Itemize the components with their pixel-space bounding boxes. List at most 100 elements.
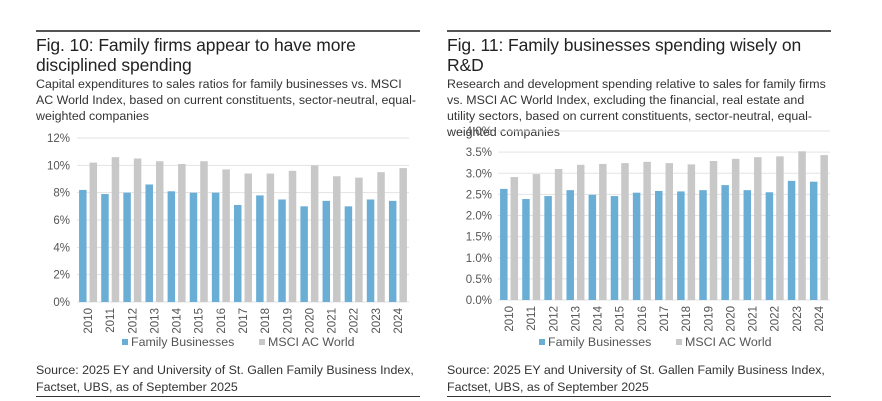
bar-family-businesses	[344, 206, 353, 302]
x-tick-label: 2018	[681, 306, 693, 332]
y-tick-label: 8%	[53, 188, 70, 200]
y-tick-label: 2.0%	[466, 211, 492, 223]
y-tick-label: 0.5%	[466, 274, 492, 286]
bar-msci-ac-world	[554, 169, 563, 300]
bar-msci-ac-world	[244, 173, 252, 302]
figure-title: Fig. 11: Family businesses spending wise…	[447, 35, 802, 75]
bar-msci-ac-world	[310, 165, 319, 302]
bar-msci-ac-world	[665, 163, 673, 300]
legend-label-msci-ac-world: MSCI AC World	[685, 335, 772, 349]
legend-swatch-family-businesses	[539, 339, 545, 345]
x-tick-label: 2011	[526, 306, 538, 331]
bar-family-businesses	[610, 196, 619, 300]
bar-family-businesses	[101, 194, 109, 302]
bar-family-businesses	[79, 189, 87, 302]
y-tick-label: 3.0%	[466, 168, 492, 180]
bottom-rule	[36, 396, 420, 397]
bar-family-businesses	[322, 200, 331, 302]
bar-msci-ac-world	[200, 161, 208, 302]
bar-family-businesses	[522, 199, 530, 300]
bottom-rule	[447, 396, 831, 397]
x-tick-label: 2011	[105, 308, 117, 333]
bar-family-businesses	[588, 194, 597, 300]
y-tick-label: 1.0%	[466, 253, 492, 265]
x-tick-label: 2012	[127, 308, 139, 334]
x-tick-label: 2012	[548, 306, 560, 332]
x-tick-label: 2024	[393, 307, 405, 333]
x-tick-label: 2015	[194, 308, 206, 334]
x-tick-label: 2017	[238, 308, 250, 334]
y-tick-label: 4%	[53, 242, 70, 254]
bar-msci-ac-world	[510, 177, 519, 300]
bar-msci-ac-world	[776, 156, 784, 300]
bar-family-businesses	[765, 192, 774, 300]
bar-family-businesses	[256, 195, 264, 302]
bar-msci-ac-world	[621, 163, 629, 300]
bar-msci-ac-world	[798, 151, 806, 300]
x-tick-label: 2014	[593, 305, 605, 331]
bar-msci-ac-world	[399, 168, 407, 302]
bar-family-businesses	[123, 192, 131, 302]
bar-family-businesses	[721, 185, 729, 300]
x-tick-label: 2021	[748, 306, 760, 332]
bar-msci-ac-world	[687, 164, 696, 300]
x-tick-label: 2014	[172, 307, 184, 333]
x-tick-label: 2019	[282, 308, 294, 334]
y-tick-label: 3.5%	[466, 147, 492, 159]
figure-subtitle: Capital expenditures to sales ratios for…	[36, 77, 416, 123]
y-tick-label: 10%	[47, 160, 70, 172]
top-rule	[447, 30, 831, 32]
bar-family-businesses	[544, 196, 552, 300]
x-tick-label: 2022	[770, 306, 782, 332]
bar-family-businesses	[566, 190, 574, 300]
legend-label-msci-ac-world: MSCI AC World	[268, 335, 355, 349]
figure-10-panel: Fig. 10: Family firms appear to have mor…	[36, 30, 420, 124]
bar-msci-ac-world	[599, 163, 607, 300]
x-tick-label: 2019	[703, 306, 715, 332]
x-tick-label: 2022	[349, 308, 361, 334]
bar-family-businesses	[388, 200, 397, 302]
x-tick-label: 2017	[659, 306, 671, 332]
bar-msci-ac-world	[333, 176, 341, 302]
bar-msci-ac-world	[820, 155, 828, 300]
y-tick-label: 1.5%	[466, 232, 492, 244]
bar-family-businesses	[655, 190, 663, 300]
bar-family-businesses	[211, 192, 220, 302]
bar-family-businesses	[300, 206, 308, 302]
bar-msci-ac-world	[222, 169, 230, 302]
bar-msci-ac-world	[754, 157, 762, 300]
legend-swatch-msci-ac-world	[259, 339, 265, 345]
legend-swatch-msci-ac-world	[676, 339, 682, 345]
y-tick-label: 2%	[53, 270, 70, 282]
bar-msci-ac-world	[133, 158, 142, 302]
y-tick-label: 4.0%	[466, 126, 492, 138]
x-tick-label: 2024	[814, 305, 826, 331]
bar-family-businesses	[167, 191, 176, 302]
bar-msci-ac-world	[155, 161, 164, 302]
x-tick-label: 2020	[725, 306, 737, 332]
bar-family-businesses	[743, 190, 752, 300]
bar-family-businesses	[234, 204, 242, 302]
legend-label-family-businesses: Family Businesses	[548, 335, 651, 349]
figure-subtitle: Research and development spending relati…	[447, 77, 826, 139]
x-tick-label: 2010	[504, 306, 516, 332]
bar-msci-ac-world	[355, 177, 363, 302]
y-tick-label: 2.5%	[466, 189, 492, 201]
bar-family-businesses	[699, 190, 707, 300]
x-tick-label: 2020	[304, 308, 316, 334]
x-tick-label: 2015	[615, 306, 627, 332]
x-tick-label: 2013	[149, 308, 161, 334]
bar-family-businesses	[787, 180, 796, 300]
bar-msci-ac-world	[643, 161, 651, 300]
top-rule	[36, 30, 420, 32]
figure-11-panel: Fig. 11: Family businesses spending wise…	[447, 30, 831, 140]
bar-msci-ac-world	[89, 162, 98, 302]
x-tick-label: 2023	[792, 306, 804, 332]
source-note: Source: 2025 EY and University of St. Ga…	[36, 363, 414, 394]
bar-family-businesses	[189, 192, 198, 302]
x-tick-label: 2023	[371, 308, 383, 334]
bar-msci-ac-world	[576, 164, 585, 300]
bar-msci-ac-world	[377, 172, 385, 302]
bar-family-businesses	[632, 192, 641, 300]
legend-label-family-businesses: Family Businesses	[131, 335, 234, 349]
